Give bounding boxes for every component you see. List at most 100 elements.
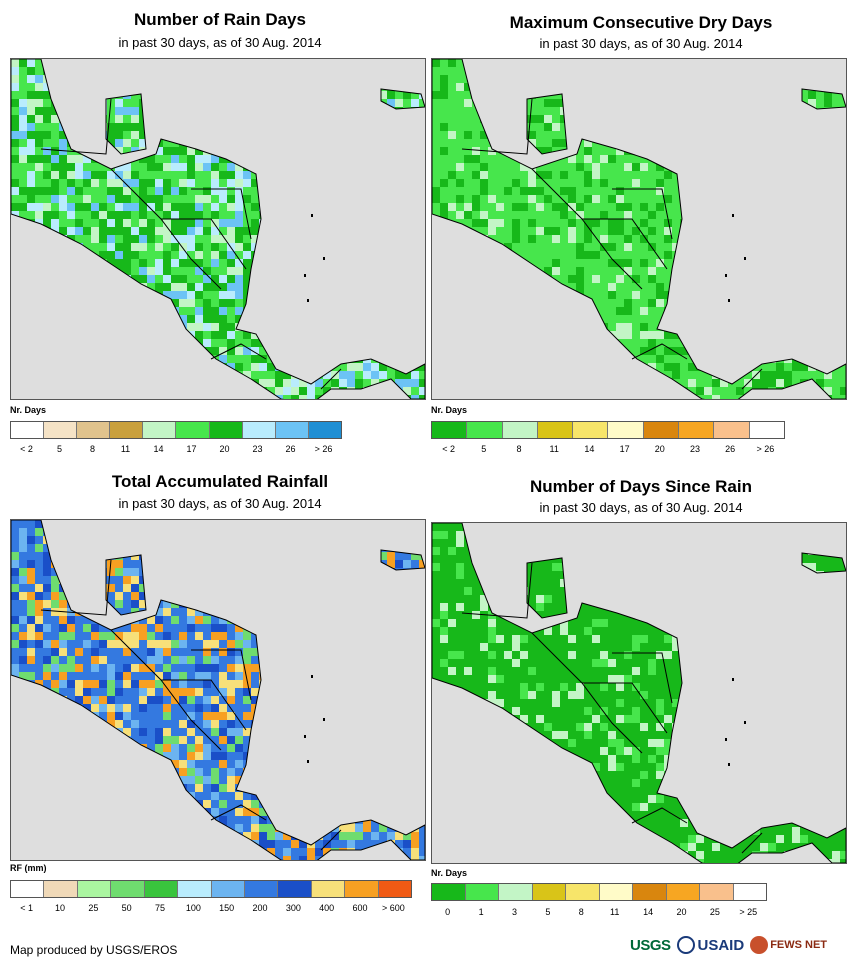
- legend-tick-label: 20: [219, 444, 230, 454]
- legend-swatch: [11, 881, 45, 897]
- legend-tick-label: 20: [676, 907, 687, 917]
- legend-swatch: [432, 422, 468, 438]
- legend-ticks: < 1 10 25 50 75 100 150 200 300 400 600 > 600: [10, 903, 412, 915]
- legend-tick-label: < 1: [20, 903, 34, 913]
- legend-swatch: [499, 884, 533, 900]
- legend-tick-label: < 2: [442, 444, 455, 454]
- map-rain-days: [10, 58, 426, 400]
- legend-tick-label: 11: [549, 444, 559, 454]
- legend-tick-label: 50: [121, 903, 132, 913]
- legend-tick-label: 23: [252, 444, 263, 454]
- legend-swatch: [573, 422, 609, 438]
- legend-tick-label: 400: [319, 903, 335, 913]
- legend-tick-label: 600: [352, 903, 368, 913]
- map-svg: [432, 523, 846, 863]
- legend-swatch: [211, 881, 245, 897]
- legend-tick-label: 17: [619, 444, 630, 454]
- legend-swatch: [666, 884, 700, 900]
- legend-tick-label: 10: [54, 903, 66, 913]
- legend-tick-label: 26: [725, 444, 736, 454]
- legend-swatch: [532, 884, 566, 900]
- legend-tick-label: > 600: [381, 903, 405, 913]
- legend-tick-label: 150: [219, 903, 235, 913]
- legend-tick-label: > 25: [739, 907, 758, 917]
- legend-ticks: < 2 5 8 11 14 17 20 23 26 > 26: [431, 444, 785, 456]
- legend-tick-label: 11: [120, 444, 131, 454]
- legend-swatch: [176, 422, 210, 438]
- legend-tick-label: < 2: [20, 444, 33, 454]
- legend-tick-label: > 26: [756, 444, 775, 454]
- usaid-seal-icon: [676, 936, 695, 954]
- legend-swatch: [378, 881, 412, 897]
- legend-swatch: [44, 881, 78, 897]
- legend-swatch: [11, 422, 45, 438]
- map-days-since-rain: [431, 522, 847, 864]
- panel-subtitle: in past 30 days, as of 30 Aug. 2014: [118, 496, 322, 511]
- legend-tick-label: 25: [709, 907, 720, 917]
- fews-mark-icon: [750, 936, 769, 954]
- legend-title: Nr. Days: [431, 405, 468, 415]
- legend-title: Nr. Days: [431, 868, 468, 878]
- map-max-dry-days: [431, 58, 847, 400]
- legend-tick-label: 17: [186, 444, 197, 454]
- legend-tick-label: 300: [285, 903, 301, 913]
- legend-swatch: [633, 884, 667, 900]
- legend-swatch: [242, 422, 276, 438]
- panel-title: Number of Days Since Rain: [529, 477, 752, 496]
- legend-tick-label: 5: [481, 444, 487, 454]
- legend-title: RF (mm): [10, 863, 47, 873]
- legend-swatch: [275, 422, 309, 438]
- legend-tick-label: 3: [511, 907, 518, 917]
- legend-swatch: [144, 881, 179, 897]
- legend-tick-label: 8: [89, 444, 96, 454]
- legend-swatch: [733, 884, 766, 900]
- legend-tick-label: 0: [445, 907, 451, 917]
- legend-swatch: [77, 422, 111, 438]
- legend-bar: [431, 421, 785, 439]
- panel-title: Maximum Consecutive Dry Days: [509, 13, 773, 32]
- usaid-logo-text: USAID: [697, 936, 745, 954]
- legend-swatch: [77, 881, 112, 897]
- legend-swatch: [714, 422, 750, 438]
- map-svg: [432, 59, 846, 399]
- legend-swatch: [608, 422, 644, 438]
- legend-swatch: [44, 422, 78, 438]
- legend-tick-label: 8: [578, 907, 584, 917]
- logos: USGS USAID FEWS NET: [630, 930, 827, 960]
- legend-bar: [431, 883, 767, 901]
- legend-tick-label: 5: [545, 907, 551, 917]
- legend-tick-label: 14: [584, 444, 595, 454]
- legend-swatch: [749, 422, 784, 438]
- legend-swatch: [467, 422, 503, 438]
- legend-swatch: [345, 881, 379, 897]
- credit-text: Map produced by USGS/EROS: [10, 943, 178, 957]
- legend-swatch: [700, 884, 734, 900]
- legend-swatch: [679, 422, 715, 438]
- legend-swatch: [209, 422, 243, 438]
- legend-tick-label: 11: [610, 907, 620, 917]
- legend-swatch: [110, 422, 144, 438]
- country-borders: [11, 59, 425, 399]
- legend-title: Nr. Days: [10, 405, 47, 415]
- legend-swatch: [465, 884, 499, 900]
- legend-swatch: [432, 884, 466, 900]
- legend-tick-label: 75: [154, 903, 166, 913]
- map-svg: [11, 59, 425, 399]
- legend-tick-label: 20: [654, 444, 665, 454]
- panel-subtitle: in past 30 days, as of 30 Aug. 2014: [539, 500, 743, 515]
- legend-swatch: [308, 422, 341, 438]
- legend-tick-label: 200: [252, 903, 268, 913]
- legend-bar: [10, 421, 342, 439]
- legend-swatch: [178, 881, 212, 897]
- legend-swatch: [244, 881, 279, 897]
- legend-swatch: [502, 422, 538, 438]
- legend-swatch: [111, 881, 145, 897]
- panel-subtitle: in past 30 days, as of 30 Aug. 2014: [539, 36, 743, 51]
- map-total-rainfall: [10, 519, 426, 861]
- fews-logo-text: FEWS NET: [770, 939, 828, 951]
- legend-ticks: 0 1 3 5 8 11 14 20 25 > 25: [431, 907, 767, 919]
- panel-subtitle: in past 30 days, as of 30 Aug. 2014: [118, 35, 322, 50]
- country-borders: [432, 523, 846, 863]
- legend-tick-label: 14: [153, 444, 164, 454]
- legend-tick-label: 25: [88, 903, 99, 913]
